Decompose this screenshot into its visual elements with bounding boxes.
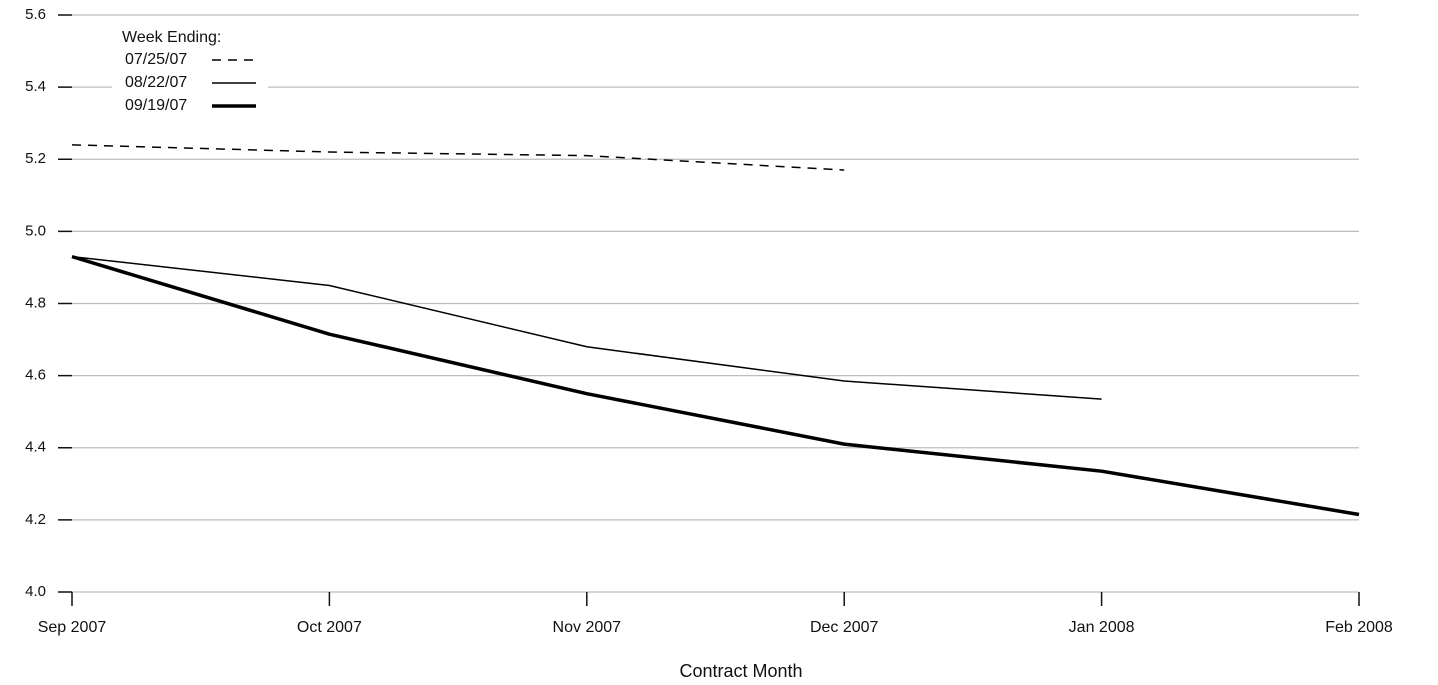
legend-title: Week Ending:	[122, 29, 221, 46]
x-tick-label: Feb 2008	[1325, 619, 1393, 636]
legend-box	[112, 24, 268, 118]
y-tick-label: 4.6	[25, 367, 46, 384]
x-tick-label: Nov 2007	[553, 619, 622, 636]
y-tick-label: 5.6	[25, 6, 46, 23]
series-line	[71, 144, 845, 171]
legend-label: 07/25/07	[125, 51, 187, 68]
y-tick-label: 5.2	[25, 150, 46, 167]
series-line	[71, 254, 1360, 517]
y-tick-label: 4.2	[25, 511, 46, 528]
y-tick-label: 4.0	[25, 583, 46, 600]
legend-label: 09/19/07	[125, 97, 187, 114]
legend-label: 08/22/07	[125, 74, 187, 91]
series-line	[71, 255, 1102, 400]
x-axis-title: Contract Month	[679, 661, 802, 681]
y-tick-label: 4.8	[25, 294, 46, 311]
x-tick-label: Oct 2007	[297, 619, 362, 636]
x-tick-label: Jan 2008	[1069, 619, 1135, 636]
x-tick-label: Dec 2007	[810, 619, 879, 636]
y-tick-label: 4.4	[25, 439, 46, 456]
y-tick-label: 5.4	[25, 78, 46, 95]
x-tick-label: Sep 2007	[38, 619, 107, 636]
y-tick-label: 5.0	[25, 222, 46, 239]
